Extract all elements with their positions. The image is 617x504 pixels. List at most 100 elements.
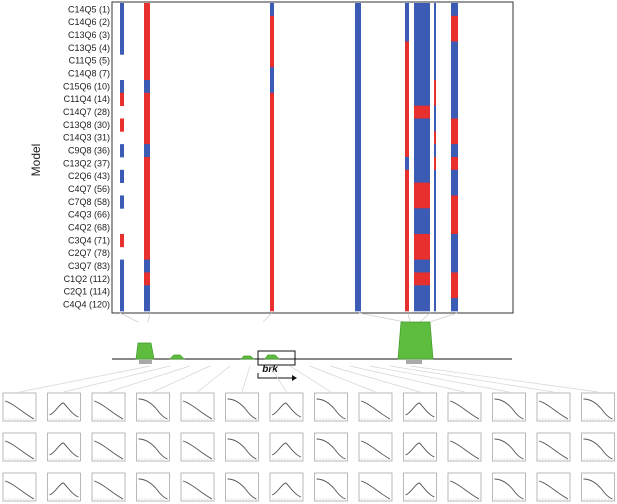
panel-curve <box>583 438 613 460</box>
heatmap-cell <box>405 298 409 312</box>
panel-curve <box>182 400 213 420</box>
heatmap-cell <box>120 92 124 107</box>
heatmap-cell <box>414 208 430 222</box>
heatmap-cell <box>120 169 124 184</box>
panel-frame <box>492 432 526 462</box>
panel-frame <box>225 432 259 462</box>
panel-curve <box>316 398 346 420</box>
model-label: C15Q6 (10) <box>63 81 110 91</box>
panel-frame <box>269 432 304 462</box>
panel-connector <box>19 365 151 393</box>
panel-curve <box>49 482 79 498</box>
heatmap-cell <box>270 285 274 299</box>
motif-panel <box>536 472 571 502</box>
panel-curve <box>49 442 79 458</box>
heatmap-cell <box>434 131 436 145</box>
heatmap-cell <box>355 92 361 107</box>
motif-panel <box>2 432 37 462</box>
panel-frame <box>225 392 259 422</box>
heatmap-cell <box>144 3 150 17</box>
heatmap-cell <box>414 144 430 158</box>
heatmap-cell <box>120 259 124 273</box>
panel-connector <box>269 365 287 393</box>
motif-panel <box>403 432 437 462</box>
panel-curve <box>93 440 124 460</box>
heatmap-cell <box>414 246 430 260</box>
connector-line <box>419 312 431 323</box>
gene-label: brk <box>262 364 278 375</box>
panel-curve <box>271 442 302 458</box>
panel-curve <box>271 402 302 418</box>
motif-panel <box>536 432 571 462</box>
heatmap-cell <box>451 3 458 17</box>
heatmap-cell <box>414 92 430 107</box>
heatmap-cell <box>405 285 409 299</box>
heatmap-cell <box>120 79 124 94</box>
motif-panel <box>581 472 615 502</box>
panel-curve <box>449 480 480 500</box>
model-label: C9Q8 (36) <box>68 146 110 156</box>
heatmap-cell <box>414 182 430 196</box>
connector-line <box>262 312 273 323</box>
heatmap-cell <box>355 54 361 68</box>
panel-curve <box>316 478 346 500</box>
heatmap-cell <box>355 195 361 209</box>
motif-panel <box>180 392 215 422</box>
motif-panel <box>447 392 482 422</box>
connector-line <box>358 312 406 323</box>
heatmap-cell <box>144 118 150 132</box>
panel-curve <box>449 400 480 420</box>
heatmap-cell <box>270 105 274 119</box>
panel-curve <box>360 480 391 500</box>
heatmap-cell <box>414 54 430 68</box>
panel-curve <box>405 482 435 498</box>
heatmap-cell <box>144 246 150 260</box>
panel-curve <box>93 480 124 500</box>
panel-frame <box>180 472 215 502</box>
heatmap-cell <box>270 131 274 145</box>
heatmap-cell <box>434 67 436 81</box>
heatmap-cell <box>144 28 150 42</box>
heatmap-cell <box>451 41 458 55</box>
heatmap-cell <box>405 182 409 196</box>
panel-curve <box>138 398 168 420</box>
motif-panel <box>136 392 170 422</box>
heatmap-cell <box>144 285 150 299</box>
panel-curve <box>494 438 524 460</box>
model-label: C13Q8 (30) <box>63 120 110 130</box>
panel-frame <box>180 392 215 422</box>
model-label: C4Q2 (68) <box>68 223 110 233</box>
heatmap-cell <box>405 169 409 184</box>
motif-panel <box>447 432 482 462</box>
model-row-labels: C14Q5 (1) C14Q6 (2) C13Q6 (3) C13Q5 (4) C11Q… <box>63 4 110 309</box>
panel-frame <box>2 432 37 462</box>
motif-panel <box>492 392 526 422</box>
panel-frame <box>358 392 393 422</box>
heatmap-cell <box>451 92 458 107</box>
heatmap-cell <box>434 246 436 260</box>
panel-curve <box>93 400 124 420</box>
heatmap-cell <box>270 259 274 273</box>
connector-line <box>119 312 139 323</box>
heatmap-cell <box>434 105 436 119</box>
heatmap-cell <box>405 28 409 42</box>
heatmap-cell <box>270 233 274 248</box>
enhancer-box <box>406 360 422 364</box>
panel-frame <box>136 432 170 462</box>
panel-curve <box>4 400 35 420</box>
heatmap-cell <box>434 208 436 222</box>
heatmap-cell <box>451 195 458 209</box>
heatmap-cell <box>270 221 274 235</box>
panel-connector <box>289 365 332 393</box>
panel-frame <box>136 392 170 422</box>
heatmap-cell <box>451 182 458 196</box>
heatmap-cell <box>405 15 409 30</box>
heatmap-cell <box>405 41 409 55</box>
heatmap-cell <box>434 15 436 30</box>
panel-curve <box>4 440 35 460</box>
connector-line <box>407 312 411 323</box>
heatmap-cell <box>144 92 150 107</box>
panel-frame <box>581 392 615 422</box>
motif-panel <box>269 392 304 422</box>
